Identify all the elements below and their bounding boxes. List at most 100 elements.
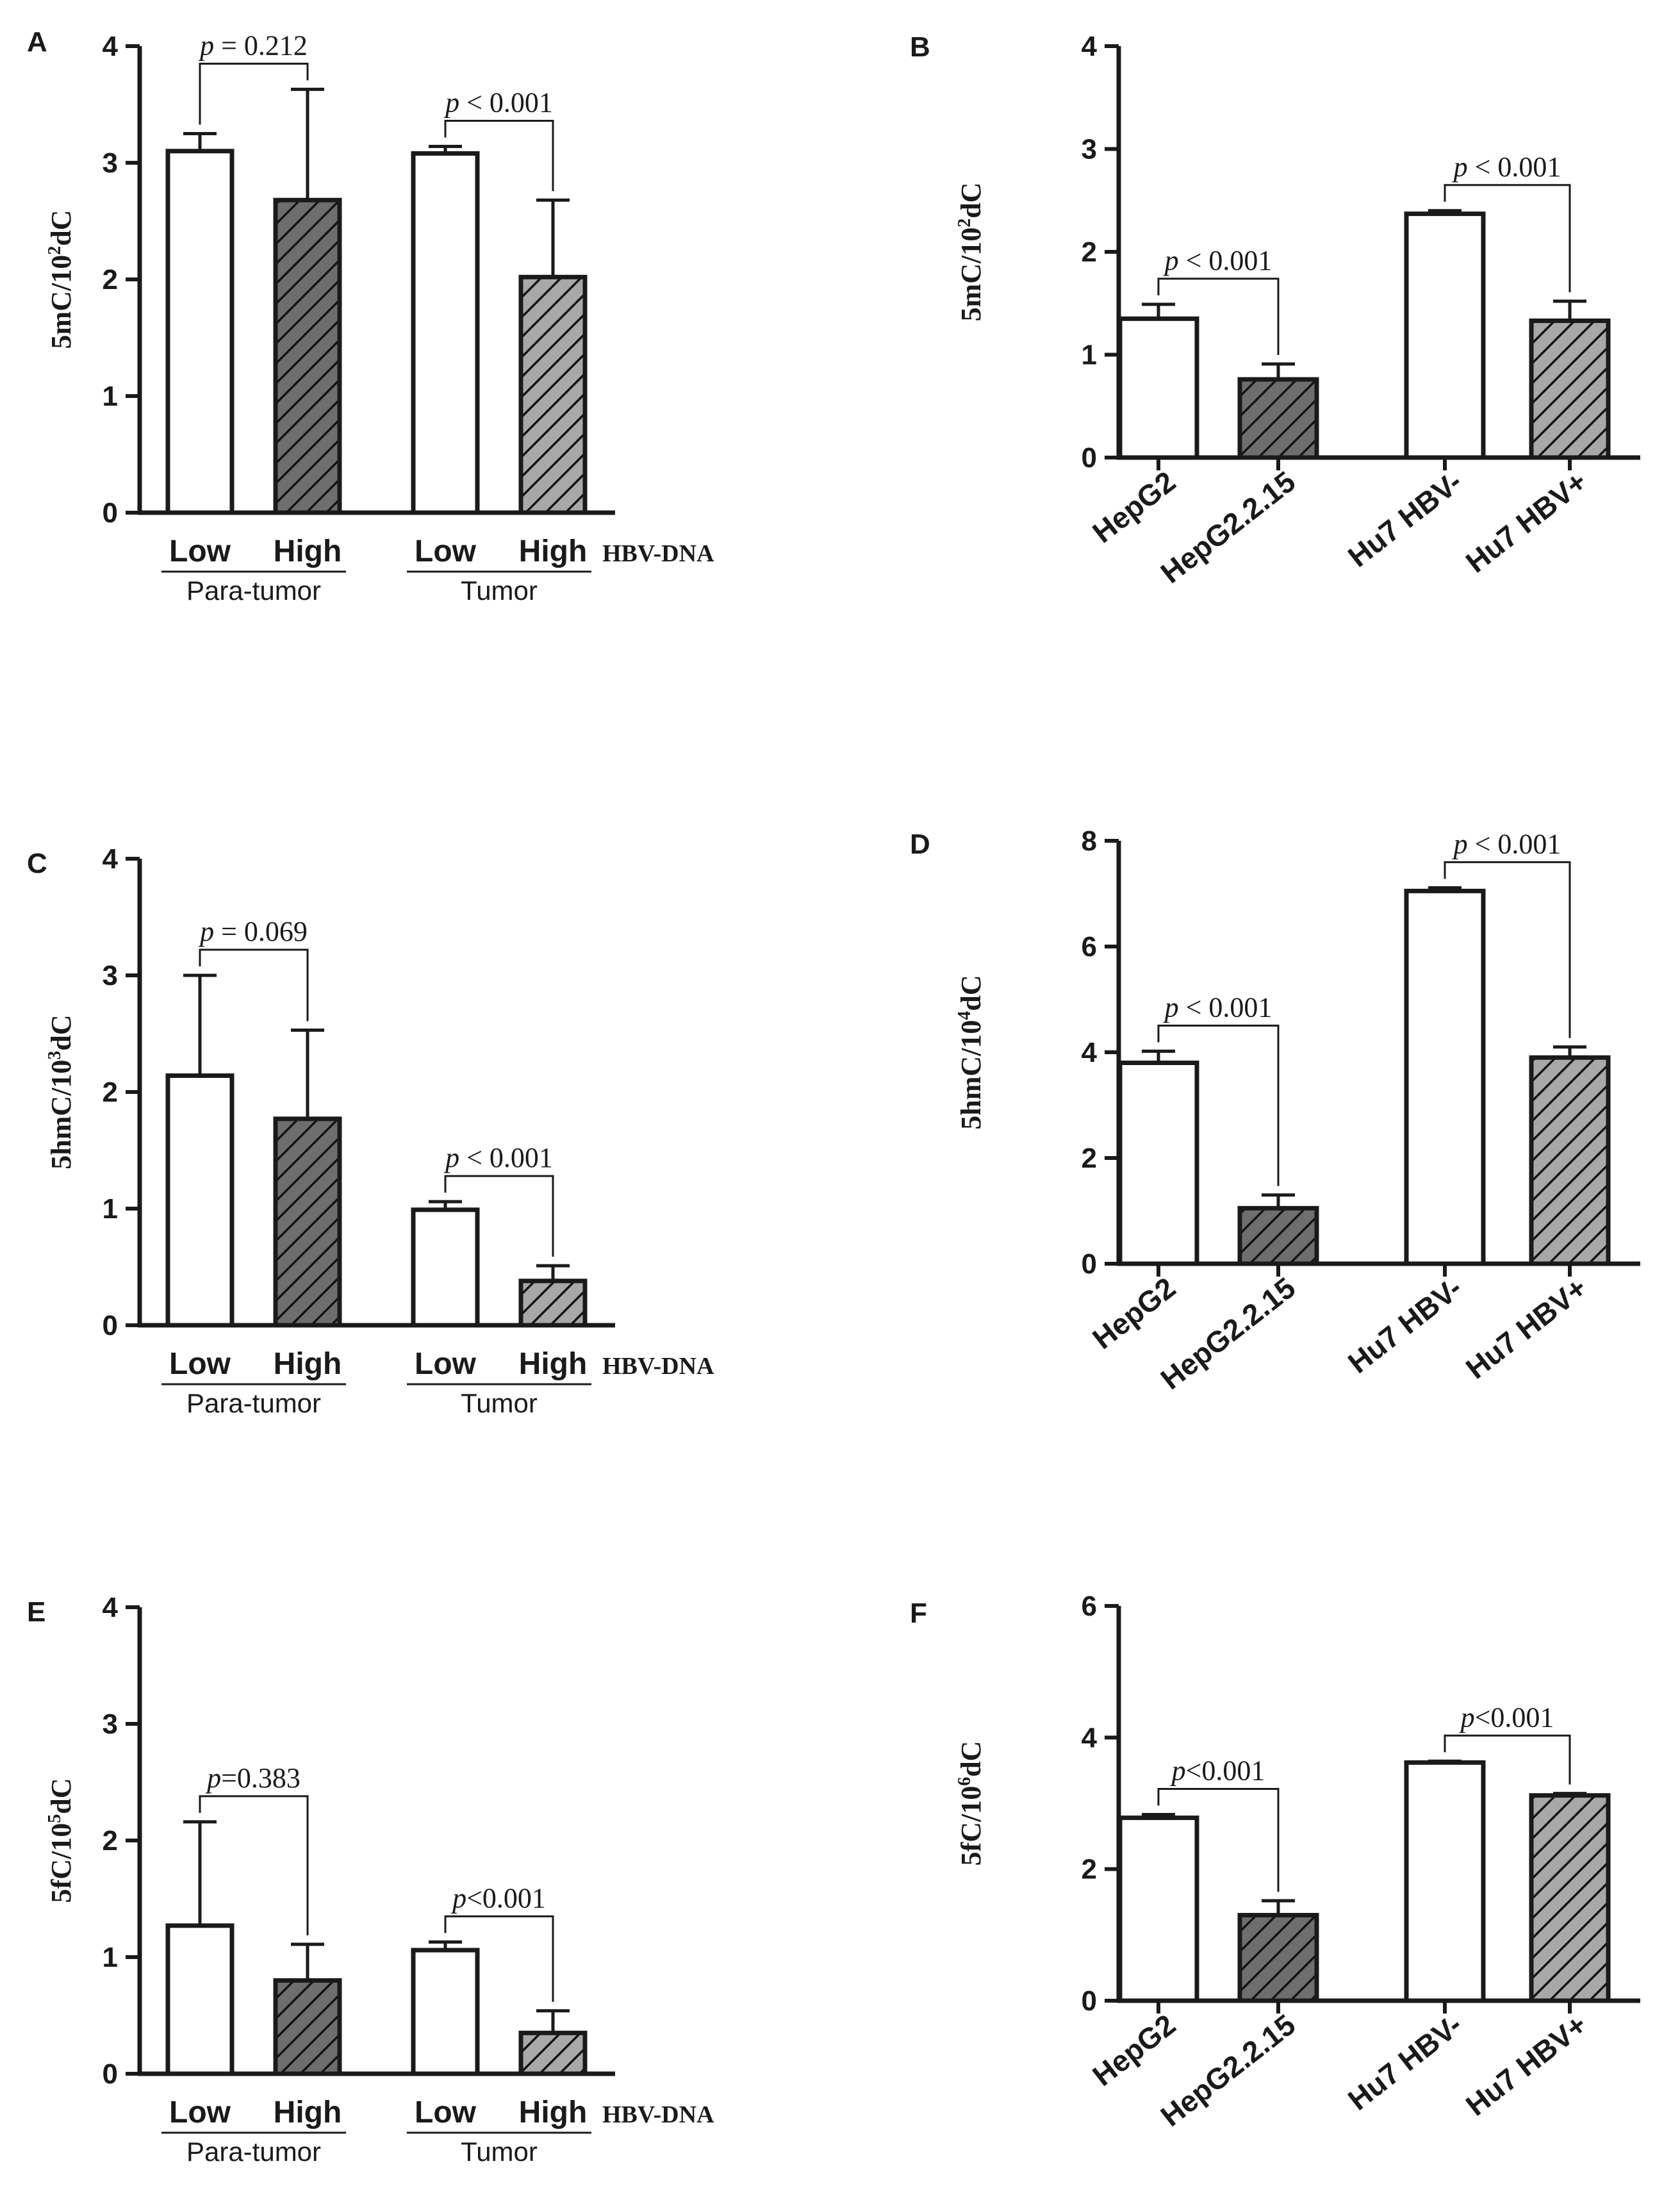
y-axis-label-exponent: 3 — [45, 1051, 65, 1060]
group-label: Tumor — [461, 575, 538, 606]
significance-bracket — [1444, 1734, 1571, 1785]
y-tick-label: 1 — [103, 381, 118, 412]
bar — [273, 1116, 342, 1328]
x-tick-label: High — [519, 534, 588, 568]
p-value-text: < 0.001 — [459, 1142, 553, 1173]
bar — [411, 1948, 480, 2076]
y-tick-label: 8 — [1082, 825, 1097, 857]
x-tick-label: High — [274, 1347, 342, 1381]
bar — [518, 1278, 588, 1328]
bar — [1117, 316, 1199, 460]
y-axis-label: 5hmC/103dC — [45, 1014, 77, 1169]
bar — [411, 1207, 480, 1328]
significance-bracket — [444, 1915, 554, 2002]
y-axis-label-exponent: 6 — [955, 1777, 975, 1786]
y-tick-label: 0 — [1082, 1248, 1097, 1280]
y-axis-label-exponent: 2 — [955, 219, 975, 227]
y-tick-label: 3 — [1082, 134, 1097, 165]
significance-bracket — [444, 120, 554, 192]
y-axis-label-main: 5fC/10 — [955, 1786, 987, 1866]
x-tick-label: HepG2.2.15 — [1155, 465, 1301, 590]
y-axis-label-unit: dC — [955, 975, 987, 1011]
y-tick-label: 1 — [1082, 340, 1097, 371]
x-tick-label: Hu7 HBV- — [1342, 2008, 1468, 2117]
p-symbol: p — [1163, 245, 1179, 276]
p-value-text: < 0.001 — [459, 87, 553, 119]
group-label: Para-tumor — [186, 1388, 321, 1418]
y-axis-label: 5fC/106dC — [955, 1741, 987, 1866]
x-tick-label: High — [519, 1347, 588, 1381]
p-value-text: = 0.069 — [214, 916, 308, 947]
y-tick-label: 0 — [1082, 1985, 1097, 2017]
bar — [1404, 1760, 1486, 2003]
y-axis-label-unit: dC — [45, 1014, 77, 1050]
y-tick-label: 4 — [103, 843, 119, 875]
x-tick-label: HepG2 — [1086, 1271, 1182, 1355]
hbv-dna-label: HBV-DNA — [602, 2101, 714, 2128]
significance-bracket — [444, 1175, 554, 1257]
p-symbol: p — [198, 916, 214, 947]
y-tick-label: 1 — [103, 1942, 118, 1973]
p-symbol: p — [1452, 151, 1468, 183]
significance-bracket — [1157, 1024, 1280, 1186]
p-value-label: p < 0.001 — [1452, 828, 1561, 859]
bar — [165, 149, 235, 515]
p-value-text: < 0.001 — [1468, 828, 1561, 859]
p-symbol: p — [1170, 1755, 1186, 1786]
y-tick-label: 3 — [103, 960, 118, 991]
y-axis-label-main: 5mC/10 — [45, 255, 77, 349]
significance-bracket — [1444, 861, 1571, 1038]
y-tick-label: 4 — [103, 1592, 119, 1623]
significance-bracket — [199, 62, 309, 125]
bar — [1404, 888, 1486, 1266]
y-axis-label-main: 5hmC/10 — [45, 1060, 77, 1170]
y-tick-label: 0 — [1082, 442, 1097, 474]
group-label: Tumor — [461, 1388, 538, 1418]
p-value-text: < 0.001 — [1179, 991, 1272, 1023]
bar — [411, 151, 480, 515]
bar — [1529, 318, 1611, 460]
x-tick-label: HepG2 — [1086, 465, 1182, 549]
y-axis-label-exponent: 4 — [955, 1011, 975, 1020]
p-value-text: =0.383 — [221, 1762, 301, 1794]
y-tick-label: 2 — [103, 1825, 118, 1857]
y-tick-label: 4 — [103, 31, 119, 62]
significance-bracket — [1157, 277, 1280, 355]
y-tick-label: 2 — [103, 264, 118, 295]
group-label: Para-tumor — [186, 575, 321, 606]
group-label: Para-tumor — [186, 2137, 321, 2167]
bar — [273, 1978, 342, 2076]
bar — [1117, 1061, 1199, 1266]
y-tick-label: 6 — [1082, 931, 1097, 963]
x-tick-label: Low — [169, 1347, 231, 1381]
y-axis-label-main: 5fC/10 — [45, 1823, 77, 1903]
y-tick-label: 3 — [103, 147, 118, 179]
bar — [1529, 1793, 1611, 2003]
y-axis-label: 5fC/105dC — [45, 1778, 77, 1903]
y-axis-label-main: 5mC/10 — [955, 227, 987, 322]
significance-bracket — [1157, 1787, 1280, 1892]
bar — [1404, 211, 1486, 460]
p-symbol: p — [198, 29, 214, 61]
p-value-label: p < 0.001 — [443, 87, 553, 119]
p-value-label: p = 0.212 — [198, 29, 308, 61]
x-tick-label: HepG2.2.15 — [1155, 2008, 1301, 2133]
x-tick-label: HepG2.2.15 — [1155, 1271, 1301, 1396]
p-symbol: p — [1452, 828, 1468, 859]
x-tick-label: Low — [169, 534, 231, 568]
bar — [273, 197, 342, 515]
bar — [1529, 1055, 1611, 1266]
p-value-label: p<0.001 — [1459, 1701, 1554, 1733]
x-tick-label: Hu7 HBV- — [1342, 1271, 1468, 1380]
p-symbol: p — [450, 1882, 466, 1914]
group-label: Tumor — [461, 2137, 538, 2167]
bar — [518, 2030, 588, 2076]
y-axis-label-exponent: 5 — [45, 1814, 65, 1823]
y-tick-label: 0 — [103, 1310, 118, 1341]
y-axis-label: 5mC/102dC — [955, 183, 987, 322]
y-tick-label: 6 — [1082, 1591, 1097, 1622]
